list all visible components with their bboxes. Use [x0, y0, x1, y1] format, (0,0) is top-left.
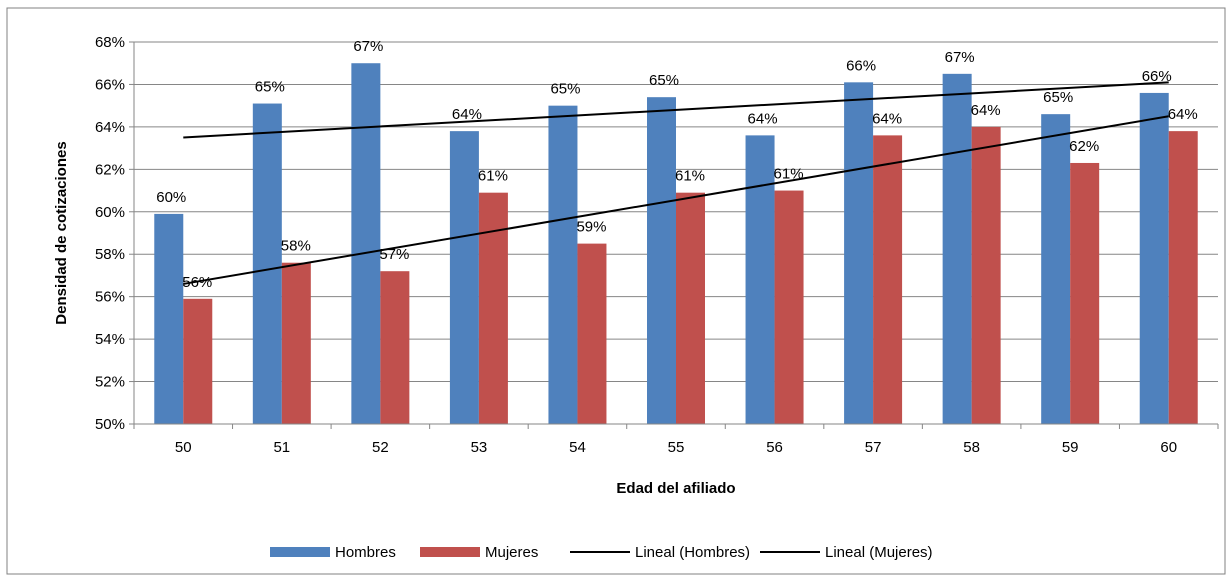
bar-mujeres [281, 262, 311, 424]
x-tick-label: 52 [372, 439, 389, 456]
bar-hombres [351, 63, 381, 424]
chart-border [6, 7, 1226, 575]
data-label-mujeres: 56% [182, 274, 212, 291]
axes: 50% 52% 54% 56% 58% 60% 62% 64% 66% 68% 50 51 52 53 54… [95, 34, 1219, 456]
y-axis-title: Densidad de cotizaciones [53, 141, 70, 324]
x-tick-label: 56 [766, 439, 783, 456]
bar-hombres [449, 131, 479, 424]
bar-mujeres [873, 135, 903, 424]
bar-hombres [1139, 92, 1169, 424]
data-label-hombres: 65% [255, 79, 285, 96]
data-label-hombres: 66% [846, 57, 876, 74]
data-label-hombres: 64% [452, 106, 482, 123]
bar-mujeres [774, 190, 804, 424]
x-axis-title: Edad del afiliado [616, 480, 735, 497]
y-tick-label: 52% [95, 374, 125, 391]
data-label-mujeres: 59% [576, 219, 606, 236]
x-tick-label: 59 [1062, 439, 1079, 456]
y-tick-label: 60% [95, 204, 125, 221]
y-tick-label: 68% [95, 34, 125, 51]
legend-label: Lineal (Hombres) [635, 544, 750, 561]
x-tick-label: 55 [668, 439, 685, 456]
data-label-mujeres: 62% [1069, 138, 1099, 155]
data-label-hombres: 65% [649, 72, 679, 89]
data-label-mujeres: 61% [675, 168, 705, 185]
trendlines [183, 81, 1169, 285]
bar-mujeres [1168, 131, 1198, 424]
data-label-mujeres: 58% [281, 238, 311, 255]
bar-mujeres [577, 243, 607, 424]
x-tick-label: 51 [273, 439, 290, 456]
legend-label: Lineal (Mujeres) [825, 544, 933, 561]
y-tick-label: 50% [95, 416, 125, 433]
bar-hombres [548, 105, 578, 425]
bar-hombres [844, 82, 874, 425]
legend-label: Mujeres [485, 544, 538, 561]
y-tick-label: 64% [95, 119, 125, 136]
data-label-mujeres: 57% [379, 246, 409, 263]
data-label-hombres: 64% [748, 110, 778, 127]
data-label-hombres: 66% [1142, 68, 1172, 85]
data-label-mujeres: 64% [1168, 106, 1198, 123]
bar-hombres [942, 73, 972, 424]
legend-swatch [420, 547, 480, 557]
bar-hombres [647, 97, 676, 424]
x-tick-label: 54 [569, 439, 586, 456]
bar-hombres [1041, 114, 1071, 425]
y-tick-label: 62% [95, 161, 125, 178]
bar-mujeres [183, 298, 213, 424]
y-tick-label: 54% [95, 331, 125, 348]
data-label-mujeres: 64% [971, 102, 1001, 119]
trendline [183, 115, 1169, 285]
bar-mujeres [1070, 162, 1100, 424]
data-label-hombres: 65% [1043, 89, 1073, 106]
y-tick-label: 66% [95, 76, 125, 93]
x-tick-label: 57 [865, 439, 882, 456]
data-label-hombres: 67% [945, 49, 975, 66]
y-tick-label: 56% [95, 289, 125, 306]
legend-label: Hombres [335, 544, 396, 561]
data-label-hombres: 67% [353, 38, 383, 55]
data-labels: 60% 65% 67% 64% 65% 65% 64% 66% 67% 65% 66% 56% 58% 5… [156, 38, 1197, 291]
bar-mujeres [478, 192, 508, 424]
legend: Hombres Mujeres Lineal (Hombres) Lineal (Mu… [270, 544, 933, 561]
data-label-hombres: 65% [550, 81, 580, 98]
data-label-hombres: 60% [156, 189, 186, 206]
trendline [183, 81, 1169, 139]
legend-item: Lineal (Hombres) [570, 544, 750, 561]
legend-item: Mujeres [420, 544, 538, 561]
legend-item: Hombres [270, 544, 396, 561]
bars [154, 63, 1198, 425]
x-tick-label: 50 [175, 439, 192, 456]
x-tick-label: 53 [471, 439, 488, 456]
bar-mujeres [380, 271, 410, 424]
bar-hombres [745, 135, 775, 424]
bar-mujeres [971, 126, 1001, 424]
data-label-mujeres: 61% [478, 168, 508, 185]
legend-swatch [270, 547, 330, 557]
x-tick-label: 58 [963, 439, 980, 456]
bar-hombres [252, 103, 282, 425]
data-label-mujeres: 61% [774, 166, 804, 183]
x-tick-label: 60 [1160, 439, 1177, 456]
y-tick-label: 58% [95, 246, 125, 263]
bar-hombres [154, 213, 184, 424]
bar-mujeres [676, 192, 705, 424]
legend-item: Lineal (Mujeres) [760, 544, 933, 561]
data-label-mujeres: 64% [872, 110, 902, 127]
